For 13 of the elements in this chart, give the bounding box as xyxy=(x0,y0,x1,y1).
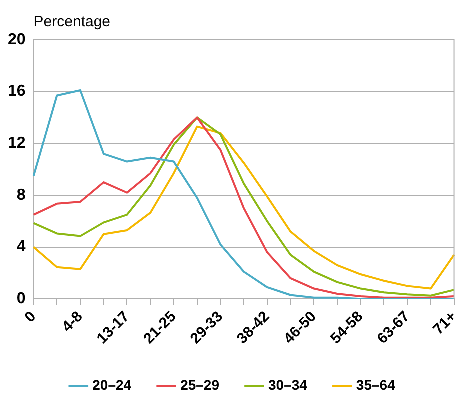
legend-label: 30–34 xyxy=(268,376,308,393)
y-tick-label: 0 xyxy=(16,290,26,308)
y-tick-label: 16 xyxy=(8,83,26,100)
x-tick-label: 4-8 xyxy=(58,308,86,336)
x-tick-label: 71+ xyxy=(430,308,460,338)
legend-label: 35–64 xyxy=(356,376,396,393)
legend-label: 20–24 xyxy=(92,376,132,393)
y-tick-label: 8 xyxy=(16,186,26,204)
y-tick-label: 4 xyxy=(16,238,26,256)
legend-label: 25–29 xyxy=(180,376,220,393)
y-tick-label: 20 xyxy=(8,31,26,48)
y-axis-title: Percentage xyxy=(34,14,111,31)
y-tick-label: 12 xyxy=(8,135,26,152)
